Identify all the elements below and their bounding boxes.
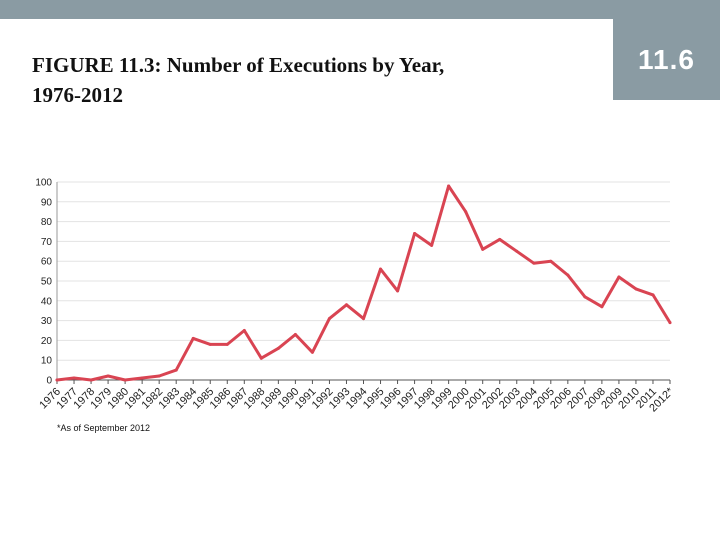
slide-title-line-1: FIGURE 11.3: Number of Executions by Yea… bbox=[32, 53, 445, 77]
y-tick-labels: 0 10 20 30 40 50 60 70 80 90 100 bbox=[35, 178, 52, 387]
data-point bbox=[413, 231, 417, 235]
y-tick-label: 90 bbox=[41, 197, 53, 208]
chart-footnote: *As of September 2012 bbox=[57, 423, 150, 433]
data-point bbox=[89, 378, 93, 382]
data-point bbox=[225, 342, 229, 346]
data-point bbox=[293, 332, 297, 336]
y-tick-label: 10 bbox=[41, 356, 53, 367]
data-point bbox=[549, 259, 553, 263]
data-point bbox=[396, 289, 400, 293]
data-point bbox=[447, 184, 451, 188]
data-point bbox=[566, 273, 570, 277]
data-point bbox=[276, 346, 280, 350]
data-point bbox=[208, 342, 212, 346]
data-point bbox=[72, 376, 76, 380]
data-point bbox=[617, 275, 621, 279]
data-point bbox=[651, 293, 655, 297]
data-point bbox=[481, 247, 485, 251]
data-point bbox=[55, 378, 59, 382]
data-point bbox=[140, 376, 144, 380]
y-tick-label: 100 bbox=[35, 178, 52, 189]
data-point bbox=[191, 336, 195, 340]
y-tick-label: 20 bbox=[41, 336, 53, 347]
data-point bbox=[532, 261, 536, 265]
data-point bbox=[259, 356, 263, 360]
slide-title-line-2: 1976-2012 bbox=[32, 83, 123, 107]
data-point bbox=[157, 374, 161, 378]
slide-number: 11.6 bbox=[638, 43, 695, 75]
data-point bbox=[310, 350, 314, 354]
data-point bbox=[600, 305, 604, 309]
y-tick-label: 40 bbox=[41, 296, 53, 307]
slide-title: FIGURE 11.3: Number of Executions by Yea… bbox=[32, 50, 592, 110]
y-tick-label: 0 bbox=[46, 376, 52, 387]
series-layer bbox=[55, 184, 672, 382]
x-tick-labels: 1976197719781979198019811982198319841985… bbox=[37, 385, 676, 414]
data-point bbox=[464, 210, 468, 214]
data-point bbox=[634, 287, 638, 291]
y-tick-label: 30 bbox=[41, 316, 53, 327]
data-point bbox=[515, 249, 519, 253]
slide-number-badge: 11.6 bbox=[613, 19, 720, 100]
data-point bbox=[344, 303, 348, 307]
axes bbox=[56, 182, 671, 384]
data-point bbox=[106, 374, 110, 378]
data-point bbox=[668, 321, 672, 325]
y-tick-label: 80 bbox=[41, 217, 53, 228]
data-point bbox=[327, 317, 331, 321]
data-point bbox=[174, 368, 178, 372]
data-point bbox=[583, 295, 587, 299]
data-point bbox=[498, 237, 502, 241]
grid-lines bbox=[57, 181, 670, 361]
y-tick-label: 50 bbox=[41, 277, 53, 288]
top-accent-bar bbox=[0, 0, 720, 19]
data-point bbox=[123, 378, 127, 382]
data-point bbox=[430, 243, 434, 247]
series-line-executions bbox=[55, 184, 672, 382]
data-point bbox=[379, 267, 383, 271]
data-point bbox=[242, 329, 246, 332]
data-point bbox=[362, 317, 365, 321]
y-tick-label: 60 bbox=[41, 257, 53, 268]
y-tick-label: 70 bbox=[41, 237, 53, 248]
